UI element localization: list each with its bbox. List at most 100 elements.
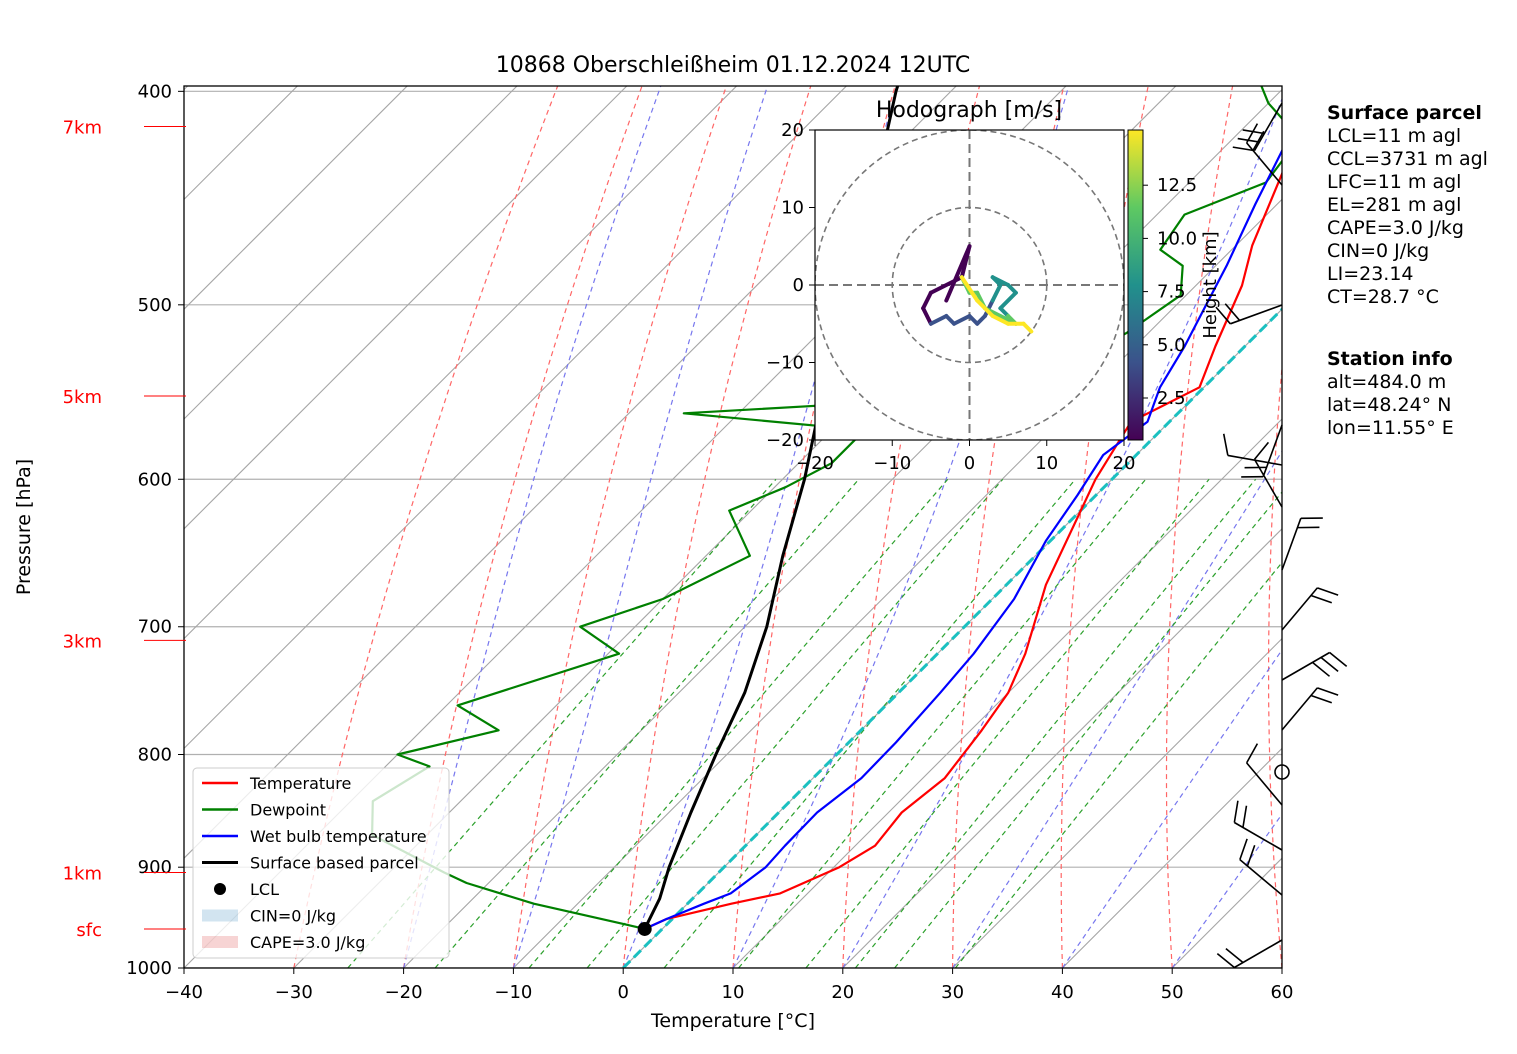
wind-barb-shaft — [1230, 304, 1283, 325]
hodograph-segment — [952, 314, 972, 326]
station-info-header: Station info — [1327, 348, 1453, 370]
y-tick-label: 1000 — [126, 958, 172, 979]
wind-barb-shaft — [1281, 687, 1318, 731]
wind-barb-flag — [1233, 800, 1239, 823]
wind-barb-shaft — [1262, 424, 1283, 477]
height-label: 7km — [63, 118, 102, 139]
dry-adiabat — [403, 86, 643, 968]
hodograph-segment — [921, 290, 933, 311]
lcl-marker — [637, 921, 652, 936]
wind-barb-flag — [1317, 587, 1339, 596]
station-lat: lat=48.24° N — [1327, 394, 1452, 416]
x-tick-label: 30 — [941, 982, 964, 1003]
moist-adiabat — [622, 86, 899, 968]
mixing-ratio-line — [854, 478, 1257, 968]
y-axis-label: Pressure [hPa] — [13, 459, 35, 595]
calm-wind-marker — [1274, 764, 1290, 780]
parcel-lfc: LFC=11 m agl — [1327, 171, 1462, 193]
parcel-li: LI=23.14 — [1327, 263, 1414, 285]
legend-label: Wet bulb temperature — [250, 827, 427, 846]
hodo-x-tick-label: −20 — [796, 453, 834, 474]
wind-barb-shaft — [1281, 518, 1302, 571]
height-label: 5km — [63, 387, 102, 408]
isotherm-line — [184, 86, 848, 750]
legend-label: CIN=0 J/kg — [250, 907, 336, 926]
x-tick-label: 60 — [1271, 982, 1294, 1003]
isotherm-line — [732, 418, 1282, 968]
parcel-el: EL=281 m agl — [1327, 194, 1462, 216]
legend-label: Dewpoint — [250, 801, 326, 820]
wind-barb-shaft — [1233, 939, 1283, 969]
wind-barb-flag — [1253, 441, 1270, 460]
parcel-cape: CAPE=3.0 J/kg — [1327, 217, 1464, 239]
colorbar-tick-label: 7.5 — [1157, 282, 1186, 303]
parcel-ccl: CCL=3731 m agl — [1327, 148, 1488, 170]
mixing-ratio-line — [586, 478, 1004, 968]
y-tick-label: 700 — [138, 617, 172, 638]
wind-barb-shaft — [1246, 762, 1283, 806]
x-tick-label: 40 — [1051, 982, 1074, 1003]
y-tick-label: 600 — [138, 469, 172, 490]
wind-barb-shaft — [1281, 651, 1331, 681]
x-axis-label: Temperature [°C] — [650, 1010, 815, 1032]
freezing-level-line — [622, 307, 1282, 968]
x-tick-label: −40 — [165, 982, 203, 1003]
hodo-y-tick-label: 20 — [781, 120, 804, 141]
wind-barb-flag — [1317, 687, 1339, 696]
x-tick-label: 10 — [722, 982, 745, 1003]
wind-barb-flag — [1246, 844, 1256, 867]
x-tick-label: 0 — [617, 982, 628, 1003]
wind-barb-flag — [1320, 656, 1339, 672]
hodograph-segment — [928, 275, 964, 295]
dry-adiabat — [952, 86, 1065, 968]
hodograph-segment — [959, 244, 972, 280]
station-lon: lon=11.55° E — [1327, 417, 1454, 439]
wind-barbs — [1215, 102, 1348, 969]
parcel-lcl: LCL=11 m agl — [1327, 125, 1462, 147]
wind-barb-flag — [1224, 303, 1241, 321]
y-tick-label: 500 — [138, 295, 172, 316]
mixing-ratio-line — [805, 478, 1210, 968]
legend-label: Surface based parcel — [250, 854, 419, 873]
wind-barb-flag — [1242, 805, 1248, 828]
mixing-ratio-line — [528, 478, 949, 968]
hodograph-segment — [990, 275, 1011, 287]
colorbar-tick-label: 12.5 — [1157, 175, 1197, 196]
chart-title: 10868 Oberschleißheim 01.12.2024 12UTC — [496, 53, 971, 78]
legend-label: CAPE=3.0 J/kg — [250, 933, 365, 952]
hodograph-plot — [815, 130, 1124, 440]
x-tick-label: −30 — [275, 982, 313, 1003]
station-alt: alt=484.0 m — [1327, 371, 1447, 393]
dry-adiabat — [1267, 360, 1282, 968]
colorbar-tick-label: 10.0 — [1157, 228, 1197, 249]
wind-barb-shaft — [1233, 821, 1283, 851]
legend-label: Temperature — [249, 774, 351, 793]
hodograph-segment — [959, 275, 980, 303]
wind-barb-shaft — [1253, 458, 1283, 508]
hodo-y-tick-label: −20 — [766, 430, 804, 451]
wind-barb-flag — [1310, 594, 1333, 604]
wind-barb-flag — [1239, 838, 1248, 860]
y-tick-label: 400 — [138, 81, 172, 102]
height-labels: 15km13km11km9km7km5km3km1kmsfc — [63, 118, 186, 941]
isotherm-line — [293, 86, 1177, 968]
hodograph-segment — [998, 290, 1018, 311]
hodo-x-tick-label: 10 — [1035, 453, 1058, 474]
isotherm-line — [184, 86, 957, 859]
colorbar-tick-label: 2.5 — [1157, 388, 1186, 409]
dry-adiabat — [512, 86, 728, 968]
parcel-line — [643, 86, 900, 930]
height-label: 3km — [63, 631, 102, 652]
wind-barb-flag — [1310, 694, 1333, 704]
mixing-ratio-line — [954, 561, 1282, 968]
isotherm-line — [513, 198, 1282, 968]
hodograph-segment — [990, 283, 1003, 303]
hodo-x-tick-label: −10 — [873, 453, 911, 474]
y-tick-label: 800 — [138, 745, 172, 766]
mixing-ratio-line — [434, 478, 860, 968]
isotherm-line — [403, 88, 1282, 968]
dry-adiabat — [622, 86, 812, 968]
x-tick-label: −10 — [494, 982, 532, 1003]
colorbar-tick-label: 5.0 — [1157, 335, 1186, 356]
wind-barb-flag — [1329, 651, 1348, 668]
